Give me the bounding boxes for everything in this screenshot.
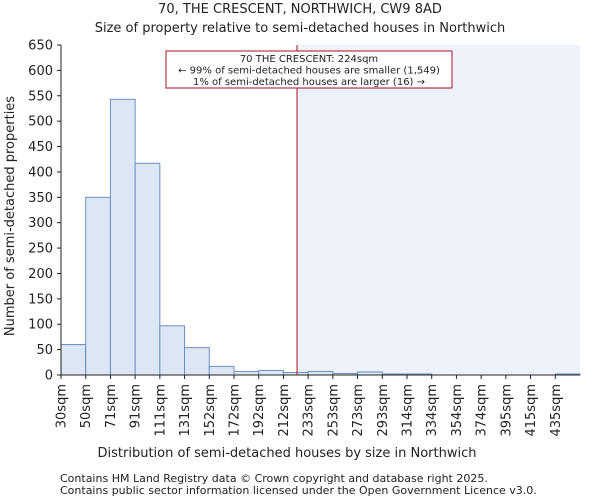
y-tick-label: 200 (28, 267, 53, 282)
histogram-bar (109, 98, 136, 376)
x-tick-label: 253sqm (326, 384, 341, 437)
y-tick-label: 250 (28, 242, 53, 257)
x-tick-label: 212sqm (277, 384, 292, 437)
x-axis-label: Distribution of semi-detached houses by … (98, 446, 477, 461)
x-tick-label: 192sqm (252, 384, 267, 437)
x-tick-label: 334sqm (425, 384, 440, 437)
y-tick-label: 500 (28, 115, 53, 130)
plot-area: 0 50 100 150 200 250 300 350 400 450 500 550 600 650 3… (28, 39, 581, 437)
histogram-bar (208, 365, 235, 376)
chart-subtitle: Size of property relative to semi-detach… (95, 21, 506, 36)
histogram-bar (233, 370, 260, 376)
x-tick-label: 91sqm (129, 384, 144, 428)
y-tick-label: 50 (36, 343, 53, 358)
x-tick-label: 293sqm (376, 384, 391, 437)
annotation-text-line: 70 THE CRESCENT: 224sqm (240, 54, 378, 65)
histogram-bar (258, 369, 284, 376)
x-tick-label: 415sqm (524, 384, 539, 437)
x-tick-label: 374sqm (475, 384, 490, 437)
x-tick-label: 172sqm (228, 384, 243, 437)
x-tick-label: 233sqm (302, 384, 317, 437)
chart-title-line1: 70, THE CRESCENT, NORTHWICH, CW9 8AD (158, 2, 442, 17)
x-tick-label: 50sqm (79, 384, 94, 428)
y-tick-label: 600 (28, 64, 53, 79)
histogram-bar (85, 196, 111, 376)
x-tick-label: 435sqm (549, 384, 564, 437)
x-tick-label: 314sqm (401, 384, 416, 437)
x-tick-label: 273sqm (351, 384, 366, 437)
annotation-text-line: 1% of semi-detached houses are larger (1… (193, 77, 425, 88)
histogram-bar (60, 344, 87, 376)
x-tick-label: 395sqm (499, 384, 514, 437)
y-tick-label: 300 (28, 216, 53, 231)
y-tick-label: 550 (28, 89, 53, 104)
larger-region-shade (297, 45, 580, 375)
annotation-text-line: ← 99% of semi-detached houses are smalle… (178, 66, 440, 77)
histogram-bar (184, 347, 210, 376)
annotation-box (165, 50, 453, 89)
y-tick-label: 650 (28, 39, 53, 54)
x-tick-label: 111sqm (153, 384, 168, 437)
footer-copyright: Contains HM Land Registry data © Crown c… (60, 472, 488, 485)
x-tick-label: 71sqm (104, 384, 119, 428)
x-tick-label: 354sqm (450, 384, 465, 437)
y-axis-label: Number of semi-detached properties (3, 96, 18, 336)
footer-licence: Contains public sector information licen… (60, 484, 537, 497)
y-tick-label: 150 (28, 292, 53, 307)
y-tick-label: 0 (45, 369, 53, 384)
x-tick-label: 131sqm (178, 384, 193, 437)
histogram-bar (307, 370, 334, 376)
histogram-bar (134, 162, 161, 376)
x-tick-label: 30sqm (55, 384, 70, 428)
histogram-bar (159, 325, 186, 376)
y-tick-label: 350 (28, 191, 53, 206)
y-tick-label: 100 (28, 318, 53, 333)
y-tick-label: 400 (28, 165, 53, 180)
x-tick-label: 152sqm (203, 384, 218, 437)
y-tick-label: 450 (28, 140, 53, 155)
